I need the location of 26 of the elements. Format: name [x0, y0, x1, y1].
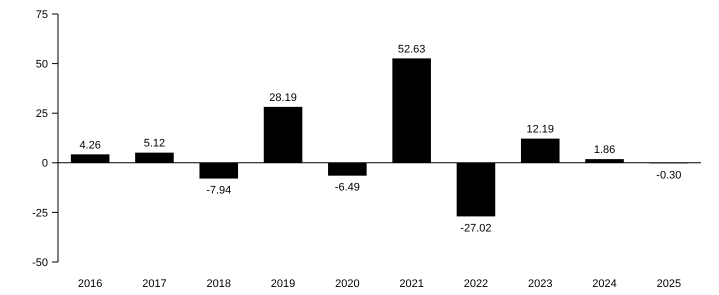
y-tick-label: 0 — [42, 158, 48, 170]
data-label: 5.12 — [144, 138, 166, 150]
x-tick-label: 2019 — [270, 278, 296, 290]
x-tick-label: 2017 — [142, 278, 167, 290]
x-tick-label: 2023 — [528, 278, 552, 290]
data-label: 12.19 — [526, 124, 554, 136]
x-tick-label: 2020 — [335, 278, 360, 290]
y-tick-label: 50 — [36, 58, 48, 70]
x-tick-label: 2021 — [399, 278, 424, 290]
data-label: -0.30 — [656, 169, 682, 182]
data-label: -7.94 — [206, 184, 232, 197]
data-label: 1.86 — [594, 144, 616, 156]
y-tick-label: 25 — [36, 108, 48, 120]
data-label: 52.63 — [398, 43, 426, 56]
data-label: 28.19 — [269, 92, 297, 104]
x-tick-label: 2018 — [206, 278, 231, 290]
x-tick-label: 2016 — [78, 278, 102, 290]
y-tick-label: -50 — [32, 256, 48, 269]
y-tick-label: -25 — [32, 207, 48, 220]
data-label: -6.49 — [334, 182, 360, 194]
y-tick-label: 75 — [36, 8, 48, 21]
data-label: -27.02 — [460, 222, 492, 234]
data-label: 4.26 — [79, 139, 101, 152]
x-tick-label: 2024 — [592, 278, 617, 290]
x-tick-label: 2025 — [656, 278, 682, 290]
x-tick-label: 2022 — [464, 278, 488, 290]
